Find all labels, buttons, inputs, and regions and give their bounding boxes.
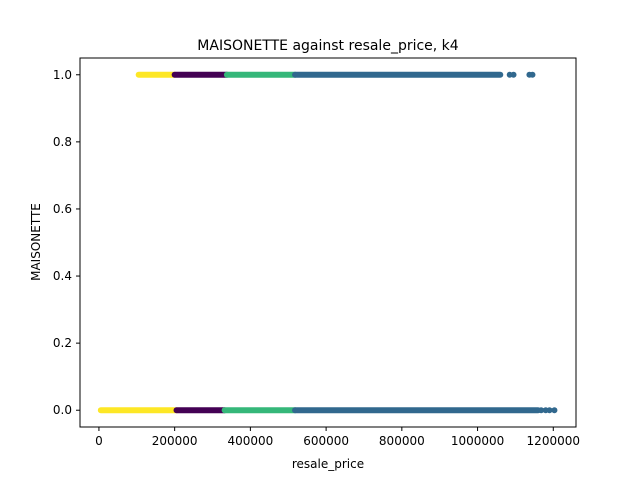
x-tick-label: 1200000 (527, 434, 580, 448)
x-tick-label: 1000000 (451, 434, 504, 448)
x-axis-label: resale_price (292, 457, 364, 471)
plot-frame (79, 57, 577, 428)
outlier-point (538, 407, 545, 414)
y-tick-label: 0.0 (53, 403, 72, 417)
x-axis-ticks: 0 200000 400000 600000 800000 1000000 1200000 (95, 427, 580, 448)
y-axis-ticks: 0.0 0.2 0.4 0.6 0.8 1.0 (53, 68, 80, 417)
x-tick-label: 600000 (303, 434, 349, 448)
outlier-point (546, 407, 553, 414)
x-tick-label: 200000 (152, 434, 198, 448)
y-axis-label: MAISONETTE (29, 203, 43, 281)
y-tick-label: 0.2 (53, 336, 72, 350)
y-tick-label: 0.6 (53, 202, 72, 216)
outlier-point (551, 407, 558, 414)
y-tick-label: 0.4 (53, 269, 72, 283)
chart-title: MAISONETTE against resale_price, k4 (197, 38, 458, 54)
x-tick-label: 400000 (227, 434, 273, 448)
x-tick-label: 0 (95, 434, 103, 448)
y-tick-label: 0.8 (53, 135, 72, 149)
outlier-point (529, 71, 536, 78)
outlier-point (510, 71, 517, 78)
x-tick-label: 800000 (379, 434, 425, 448)
y-tick-label: 1.0 (53, 68, 72, 82)
data-points (97, 71, 558, 414)
